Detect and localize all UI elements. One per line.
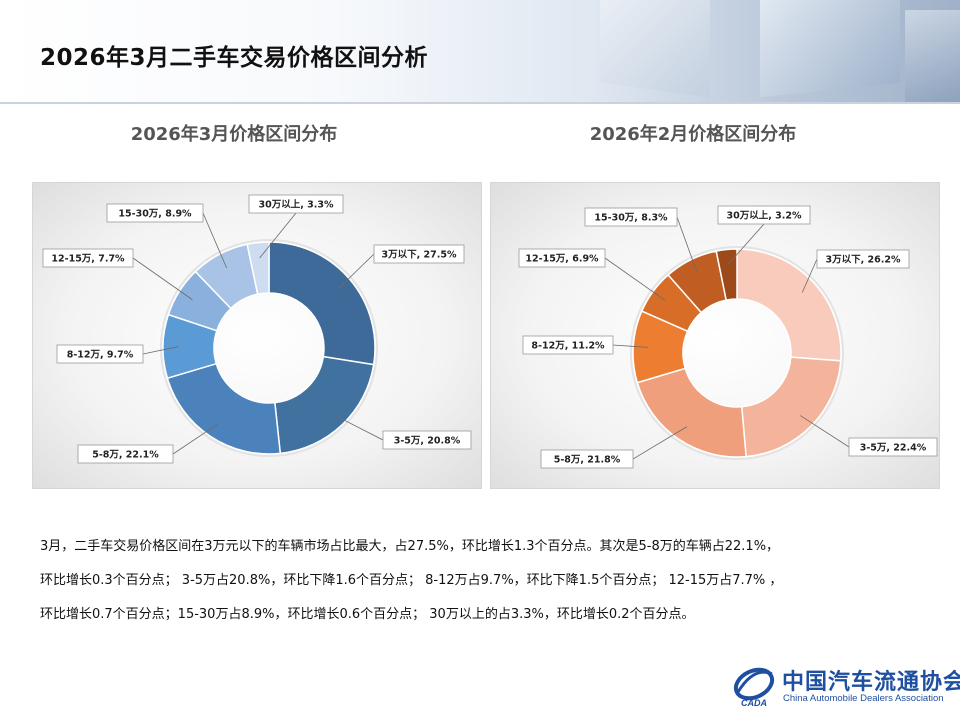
donut-slice bbox=[636, 367, 747, 458]
donut-slice bbox=[246, 241, 270, 296]
data-label: 3万以下, 26.2% bbox=[826, 255, 901, 266]
analysis-line: 3月，二手车交易价格区间在3万元以下的车辆市场占比最大，占27.5%，环比增长1… bbox=[40, 539, 780, 554]
leader-line bbox=[676, 216, 698, 274]
data-label: 15-30万, 8.9% bbox=[118, 209, 192, 220]
logo-name-en: China Automobile Dealers Association bbox=[783, 693, 944, 704]
leader-line bbox=[331, 413, 384, 441]
association-logo: CADA 中国汽车流通协会 China Automobile Dealers A… bbox=[730, 660, 960, 710]
data-label-box bbox=[522, 335, 614, 355]
chart-title-march: 2026年3月价格区间分布 bbox=[130, 124, 338, 145]
data-label: 5-8万, 21.8% bbox=[554, 455, 621, 466]
data-label: 3-5万, 22.4% bbox=[860, 443, 927, 454]
data-label: 8-12万, 11.2% bbox=[531, 341, 605, 352]
data-label: 12-15万, 7.7% bbox=[51, 254, 125, 265]
data-label-box bbox=[106, 203, 204, 223]
data-label-box bbox=[77, 444, 174, 464]
data-label: 15-30万, 8.3% bbox=[594, 213, 668, 224]
header-decoration bbox=[760, 0, 900, 98]
leader-line bbox=[142, 346, 179, 355]
leader-line bbox=[172, 422, 220, 455]
leader-line bbox=[132, 257, 193, 301]
leader-line bbox=[259, 212, 297, 259]
donut-outline bbox=[160, 239, 378, 457]
leader-line bbox=[801, 258, 818, 293]
data-label: 30万以上, 3.2% bbox=[727, 210, 802, 222]
chart-panel-february: 3万以下, 26.2% 3-5万, 22.4% 5-8万, 21.8% 8-12万, … bbox=[490, 182, 940, 489]
header-rule bbox=[0, 102, 960, 104]
data-label-box bbox=[717, 205, 811, 225]
chart-panel-march: 3万以下, 27.5% 3-5万, 20.8% 5-8万, 22.1% 8-12万, … bbox=[32, 182, 482, 489]
donut-slice bbox=[268, 241, 376, 366]
leader-line bbox=[632, 426, 688, 460]
analysis-line: 环比增长0.7个百分点；15-30万占8.9%，环比增长0.6个百分点； 30万… bbox=[40, 607, 695, 622]
data-label-box bbox=[42, 248, 134, 268]
leader-line bbox=[612, 344, 649, 348]
leader-line bbox=[337, 253, 375, 290]
leader-line bbox=[800, 415, 850, 448]
logo-name-cn: 中国汽车流通协会 bbox=[782, 669, 960, 695]
header-background bbox=[0, 0, 960, 104]
donut-slice bbox=[274, 355, 375, 455]
donut-chart-march: 3万以下, 27.5% 3-5万, 20.8% 5-8万, 22.1% 8-12万, … bbox=[42, 194, 472, 464]
data-label-box bbox=[584, 207, 678, 227]
donut-slice bbox=[736, 248, 842, 362]
data-label: 30万以上, 3.3% bbox=[259, 199, 334, 211]
data-label-box bbox=[540, 449, 634, 469]
header-decoration bbox=[600, 0, 710, 98]
data-label-box bbox=[56, 344, 144, 364]
analysis-text: 3月，二手车交易价格区间在3万元以下的车辆市场占比最大，占27.5%，环比增长1… bbox=[40, 530, 930, 632]
donut-outline bbox=[630, 246, 844, 460]
data-label-box bbox=[518, 248, 606, 268]
header-decoration bbox=[905, 10, 960, 104]
data-label-box bbox=[248, 194, 344, 214]
data-label-box bbox=[373, 244, 465, 264]
data-label-box bbox=[382, 430, 472, 450]
cada-logo-icon: CADA bbox=[733, 667, 775, 708]
data-label: 8-12万, 9.7% bbox=[67, 350, 134, 361]
leader-line bbox=[727, 223, 765, 265]
logo-mark-text: CADA bbox=[741, 698, 767, 708]
page-title: 2026年3月二手车交易价格区间分析 bbox=[40, 45, 429, 71]
data-label: 3-5万, 20.8% bbox=[394, 436, 461, 447]
chart-title-february: 2026年2月价格区间分布 bbox=[589, 124, 797, 145]
data-label: 3万以下, 27.5% bbox=[382, 250, 457, 261]
leader-line bbox=[202, 212, 228, 269]
donut-slice bbox=[166, 362, 282, 455]
data-label-box bbox=[816, 249, 910, 269]
donut-slice bbox=[715, 248, 738, 301]
data-label: 5-8万, 22.1% bbox=[92, 450, 159, 461]
analysis-line: 环比增长0.3个百分点； 3-5万占20.8%，环比下降1.6个百分点； 8-1… bbox=[40, 573, 783, 588]
data-label-box bbox=[848, 437, 938, 457]
leader-line bbox=[604, 257, 666, 301]
data-label: 12-15万, 6.9% bbox=[525, 254, 599, 265]
donut-slice bbox=[740, 356, 842, 458]
donut-chart-february: 3万以下, 26.2% 3-5万, 22.4% 5-8万, 21.8% 8-12万, … bbox=[518, 205, 938, 469]
